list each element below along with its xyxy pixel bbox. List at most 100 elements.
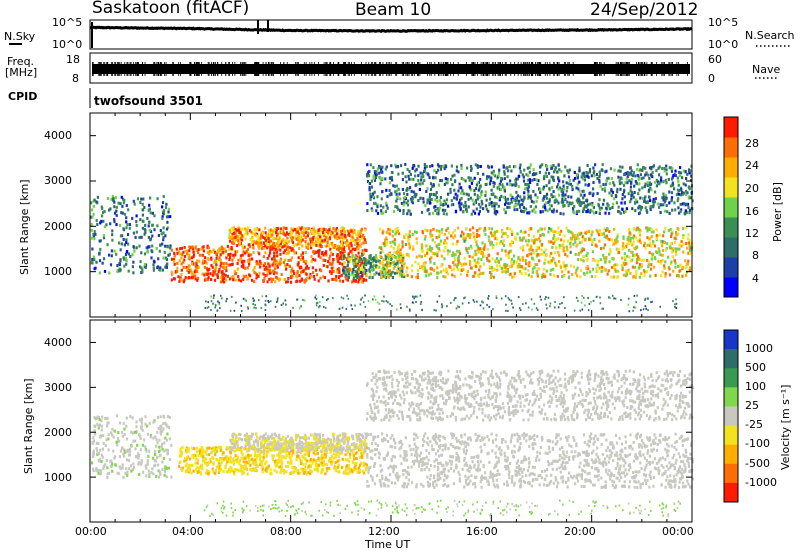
power-cell bbox=[115, 223, 118, 227]
power-cell bbox=[351, 270, 354, 274]
power-cell bbox=[227, 263, 230, 267]
power-cell bbox=[640, 272, 643, 276]
power-cell bbox=[267, 237, 270, 240]
power-cell bbox=[218, 301, 221, 304]
power-cell bbox=[119, 234, 123, 238]
power-cell bbox=[451, 174, 454, 178]
power-cell bbox=[432, 183, 435, 187]
power-cell bbox=[531, 178, 534, 182]
power-cell bbox=[407, 203, 410, 207]
power-cell bbox=[238, 231, 241, 234]
velocity-cell bbox=[181, 446, 184, 449]
power-cell bbox=[582, 259, 585, 263]
power-cell bbox=[397, 257, 400, 261]
power-cell bbox=[125, 220, 128, 224]
power-cell bbox=[419, 294, 422, 297]
power-cell bbox=[409, 309, 411, 312]
power-cell bbox=[612, 275, 616, 279]
power-cell bbox=[132, 245, 135, 249]
power-cell bbox=[310, 255, 313, 258]
velocity-cell bbox=[104, 463, 107, 467]
velocity-cell bbox=[105, 458, 108, 462]
power-cell bbox=[543, 203, 546, 207]
power-cell bbox=[474, 249, 477, 253]
power-cell bbox=[651, 171, 654, 175]
power-cell bbox=[147, 235, 150, 239]
power-cell bbox=[460, 202, 463, 206]
power-cell bbox=[219, 280, 222, 284]
power-cell bbox=[503, 186, 506, 189]
power-cell bbox=[423, 263, 426, 267]
power-cell bbox=[156, 224, 159, 228]
velocity-cell bbox=[96, 469, 99, 472]
power-cell bbox=[117, 201, 120, 205]
power-cell bbox=[290, 230, 293, 234]
power-cell bbox=[372, 257, 375, 260]
power-cell bbox=[558, 232, 561, 236]
power-cell bbox=[460, 191, 463, 195]
velocity-cell bbox=[165, 466, 168, 470]
power-cell bbox=[435, 191, 438, 195]
power-cell bbox=[337, 229, 340, 233]
power-cell bbox=[138, 244, 141, 248]
power-cell bbox=[470, 212, 473, 216]
power-cell bbox=[623, 188, 626, 192]
power-cell bbox=[407, 253, 410, 257]
power-cell bbox=[491, 269, 494, 272]
power-cell bbox=[508, 165, 511, 169]
power-cell bbox=[272, 256, 275, 260]
power-cell bbox=[356, 256, 359, 260]
power-cell bbox=[380, 247, 383, 251]
power-cell bbox=[276, 299, 279, 302]
power-cell bbox=[348, 242, 351, 246]
power-cell bbox=[474, 187, 478, 191]
power-cell bbox=[121, 211, 124, 215]
power-cell bbox=[162, 236, 165, 240]
velocity-cell bbox=[154, 459, 157, 463]
power-cell bbox=[360, 242, 363, 246]
power-cell bbox=[611, 294, 614, 297]
power-cell bbox=[300, 270, 303, 274]
power-cell bbox=[634, 179, 637, 183]
power-cell bbox=[645, 307, 647, 310]
power-cell bbox=[260, 243, 263, 247]
power-cell bbox=[359, 271, 362, 274]
power-cell bbox=[575, 296, 578, 299]
power-cell bbox=[671, 208, 674, 212]
power-cell bbox=[555, 263, 558, 267]
power-cell bbox=[338, 271, 341, 274]
power-cell bbox=[212, 270, 215, 274]
power-cell bbox=[564, 307, 566, 310]
power-cell bbox=[215, 263, 218, 267]
power-cell bbox=[491, 227, 494, 231]
power-cell bbox=[387, 227, 390, 231]
power-cell bbox=[91, 215, 94, 219]
power-cell bbox=[144, 230, 147, 234]
power-cell bbox=[125, 258, 128, 262]
power-cell bbox=[647, 173, 650, 177]
power-cell bbox=[613, 197, 616, 201]
power-cell bbox=[312, 250, 315, 254]
power-cell bbox=[661, 196, 664, 200]
power-cell bbox=[296, 271, 299, 275]
power-cell bbox=[522, 230, 525, 234]
power-cell bbox=[267, 233, 270, 236]
power-cell bbox=[455, 165, 459, 169]
power-cell bbox=[651, 200, 655, 204]
velocity-cell bbox=[163, 466, 166, 470]
power-cell bbox=[451, 273, 454, 277]
power-cell bbox=[674, 169, 677, 173]
power-cell bbox=[577, 258, 580, 262]
power-cell bbox=[176, 251, 179, 255]
power-cell bbox=[681, 176, 684, 180]
power-cell bbox=[143, 205, 146, 209]
power-cell bbox=[677, 183, 680, 187]
power-cell bbox=[525, 173, 528, 177]
power-cell bbox=[121, 204, 124, 208]
power-cell bbox=[392, 210, 396, 214]
power-cell bbox=[356, 263, 359, 267]
power-cell bbox=[264, 274, 267, 277]
power-cell bbox=[206, 244, 209, 248]
power-cell bbox=[279, 259, 282, 263]
power-cell bbox=[180, 256, 183, 260]
